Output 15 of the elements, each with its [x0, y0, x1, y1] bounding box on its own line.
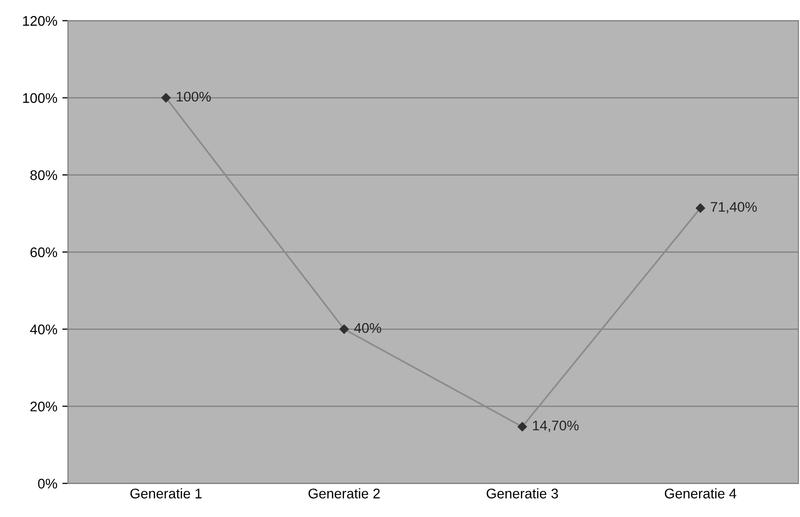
x-tick-label: Generatie 4: [664, 488, 736, 498]
y-tick-label: 40%: [30, 324, 58, 334]
y-tick-label: 80%: [30, 170, 58, 180]
y-tick-label: 0%: [38, 478, 58, 489]
data-label: 14,70%: [533, 420, 579, 432]
data-label: 40%: [354, 323, 382, 333]
y-tick-label: 20%: [30, 402, 58, 412]
y-tick-label: 60%: [30, 247, 58, 258]
data-label: 100%: [176, 92, 211, 102]
x-tick-label: Generatie 1: [130, 488, 202, 498]
x-tick-label: Generatie 2: [308, 488, 380, 498]
x-tick-label: Generatie 3: [486, 488, 558, 498]
y-tick-label: 120%: [23, 16, 58, 26]
y-tick-label: 100%: [23, 93, 58, 103]
data-label: 71,40%: [710, 202, 757, 214]
